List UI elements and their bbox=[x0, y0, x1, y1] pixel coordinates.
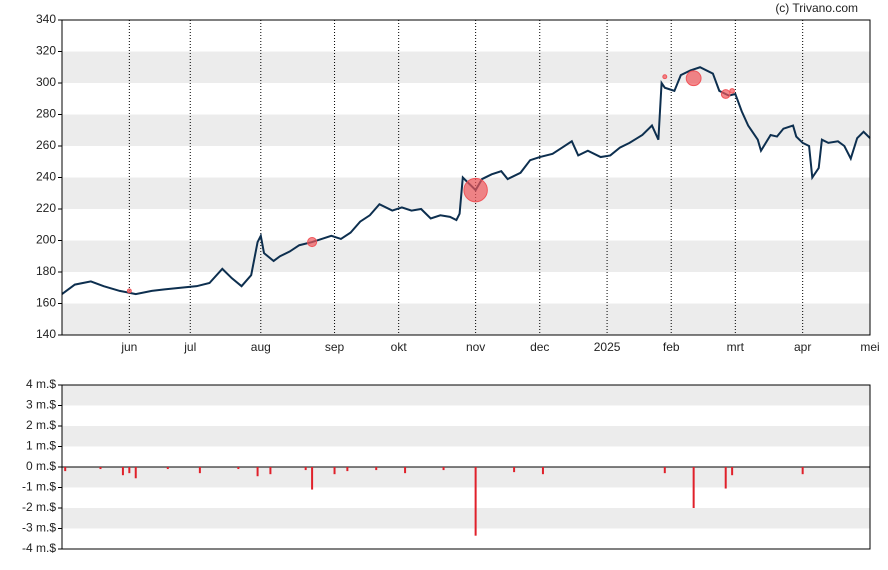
y-tick-label: -4 m.$ bbox=[22, 541, 56, 555]
y-tick-label: -3 m.$ bbox=[22, 521, 56, 535]
y-tick-label: 300 bbox=[36, 75, 56, 89]
y-tick-label: -1 m.$ bbox=[22, 480, 56, 494]
x-tick-label: okt bbox=[391, 340, 408, 354]
y-tick-label: -2 m.$ bbox=[22, 500, 56, 514]
y-tick-label: 0 m.$ bbox=[26, 459, 56, 473]
band bbox=[62, 114, 870, 146]
bar bbox=[541, 467, 544, 475]
bar bbox=[801, 467, 804, 475]
trade-marker bbox=[662, 74, 668, 80]
x-tick-label: apr bbox=[794, 340, 811, 354]
bar bbox=[731, 467, 734, 476]
bar bbox=[256, 467, 259, 477]
trade-marker bbox=[463, 177, 488, 203]
band bbox=[62, 508, 870, 529]
x-tick-label: 2025 bbox=[594, 340, 621, 354]
band bbox=[62, 467, 870, 488]
y-tick-label: 140 bbox=[36, 327, 56, 341]
bar bbox=[269, 467, 272, 475]
credit: (c) Trivano.com bbox=[775, 1, 858, 15]
price-line bbox=[61, 66, 871, 296]
x-tick-label: jul bbox=[183, 340, 196, 354]
y-tick-label: 320 bbox=[36, 44, 56, 58]
bar bbox=[134, 467, 137, 479]
bar bbox=[375, 467, 378, 471]
bar bbox=[311, 467, 314, 490]
x-tick-label: jun bbox=[120, 340, 137, 354]
band bbox=[62, 426, 870, 447]
x-tick-label: mei bbox=[860, 340, 879, 354]
bar bbox=[64, 467, 67, 472]
trade-marker bbox=[685, 70, 702, 87]
band bbox=[62, 240, 870, 272]
bar bbox=[474, 467, 477, 536]
bar bbox=[99, 467, 102, 470]
y-tick-label: 160 bbox=[36, 296, 56, 310]
bar bbox=[404, 467, 407, 474]
x-tick-label: aug bbox=[251, 340, 271, 354]
y-tick-label: 2 m.$ bbox=[26, 418, 56, 432]
bar bbox=[692, 467, 695, 508]
trade-marker bbox=[126, 288, 132, 294]
y-tick-label: 260 bbox=[36, 138, 56, 152]
x-tick-label: dec bbox=[530, 340, 549, 354]
bar bbox=[333, 467, 336, 475]
y-tick-label: 220 bbox=[36, 201, 56, 215]
bar bbox=[513, 467, 516, 473]
y-tick-label: 180 bbox=[36, 264, 56, 278]
x-tick-label: sep bbox=[325, 340, 345, 354]
bar bbox=[166, 467, 169, 470]
plot-frame bbox=[61, 384, 871, 550]
bar bbox=[663, 467, 666, 474]
y-tick-label: 240 bbox=[36, 170, 56, 184]
y-tick-label: 340 bbox=[36, 12, 56, 26]
y-tick-label: 3 m.$ bbox=[26, 398, 56, 412]
bar bbox=[198, 467, 201, 474]
y-tick-label: 280 bbox=[36, 107, 56, 121]
trade-marker bbox=[720, 89, 731, 99]
bar bbox=[128, 467, 131, 474]
band bbox=[62, 385, 870, 406]
bar bbox=[304, 467, 307, 471]
bar bbox=[724, 467, 727, 489]
bar bbox=[442, 467, 445, 471]
trade-marker bbox=[729, 88, 735, 94]
bar bbox=[121, 467, 124, 476]
x-tick-label: mrt bbox=[727, 340, 745, 354]
y-tick-label: 200 bbox=[36, 233, 56, 247]
x-tick-label: nov bbox=[466, 340, 485, 354]
band bbox=[62, 303, 870, 335]
bar bbox=[237, 467, 240, 470]
band bbox=[62, 51, 870, 83]
y-tick-label: 4 m.$ bbox=[26, 377, 56, 391]
x-tick-label: feb bbox=[663, 340, 680, 354]
plot-frame bbox=[61, 19, 871, 336]
y-tick-label: 1 m.$ bbox=[26, 439, 56, 453]
trade-marker bbox=[307, 237, 318, 248]
bar bbox=[346, 467, 349, 472]
